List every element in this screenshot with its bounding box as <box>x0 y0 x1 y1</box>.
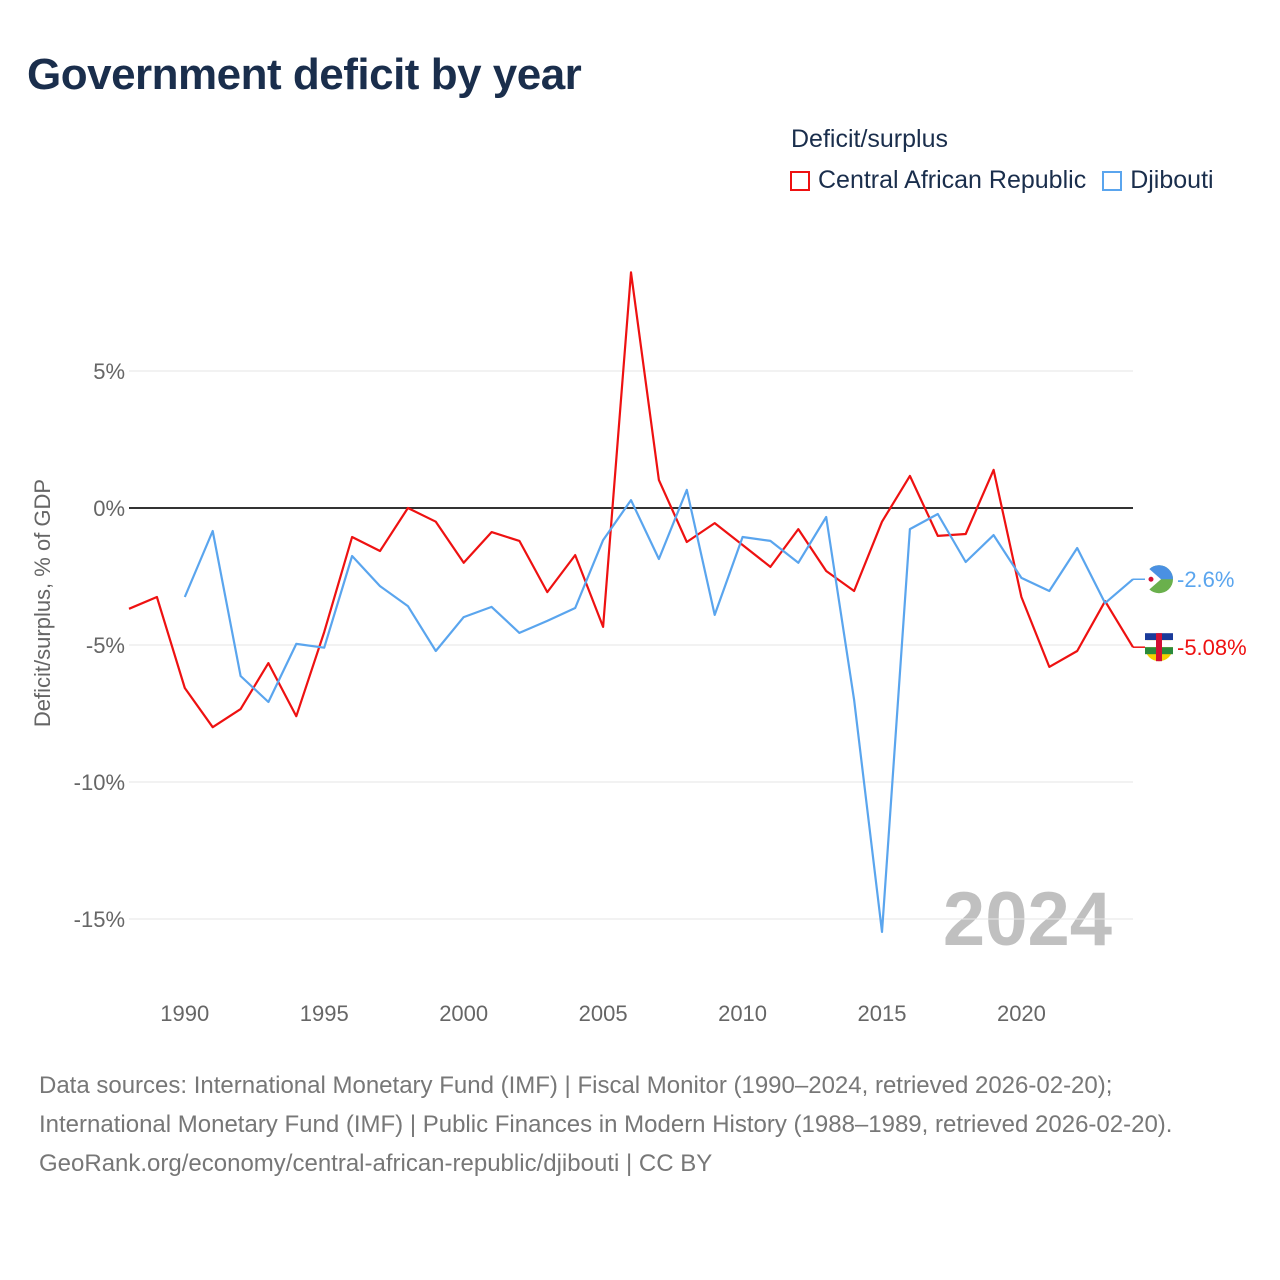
x-tick-label: 2020 <box>997 1001 1046 1026</box>
series-line-car <box>128 271 1134 729</box>
legend-item-car[interactable]: Central African Republic <box>790 166 1086 195</box>
legend: Central African Republic Djibouti <box>790 166 1230 195</box>
chart-title: Government deficit by year <box>27 50 582 99</box>
y-tick-label: -15% <box>74 907 125 932</box>
legend-swatch-car <box>790 170 810 191</box>
y-tick-label: -10% <box>74 770 125 795</box>
footer: Data sources: International Monetary Fun… <box>39 1066 1239 1183</box>
series-line-djibouti <box>183 488 1134 934</box>
y-tick-label: -5% <box>86 633 125 658</box>
x-tick-label: 2010 <box>718 1001 767 1026</box>
y-tick-label: 5% <box>93 359 125 384</box>
end-value-label: -2.6% <box>1177 567 1234 592</box>
x-tick-label: 1990 <box>160 1001 209 1026</box>
end-value-label: -5.08% <box>1177 635 1247 660</box>
legend-item-djibouti[interactable]: Djibouti <box>1102 166 1214 195</box>
credit-link[interactable]: GeoRank.org/economy/central-african-repu… <box>39 1150 713 1177</box>
y-tick-label: 0% <box>93 496 125 521</box>
flag-star <box>1148 576 1154 582</box>
x-tick-label: 1995 <box>300 1001 349 1026</box>
legend-label-djibouti: Djibouti <box>1130 166 1214 194</box>
data-sources: Data sources: International Monetary Fun… <box>39 1072 1173 1138</box>
legend-label-car: Central African Republic <box>818 166 1087 194</box>
flag-stripe <box>1156 633 1162 662</box>
x-tick-label: 2000 <box>439 1001 488 1026</box>
legend-swatch-djibouti <box>1102 170 1123 191</box>
legend-title: Deficit/surplus <box>791 125 948 153</box>
y-axis-label: Deficit/surplus, % of GDP <box>30 479 55 727</box>
x-tick-label: 2005 <box>579 1001 628 1026</box>
x-tick-label: 2015 <box>858 1001 907 1026</box>
